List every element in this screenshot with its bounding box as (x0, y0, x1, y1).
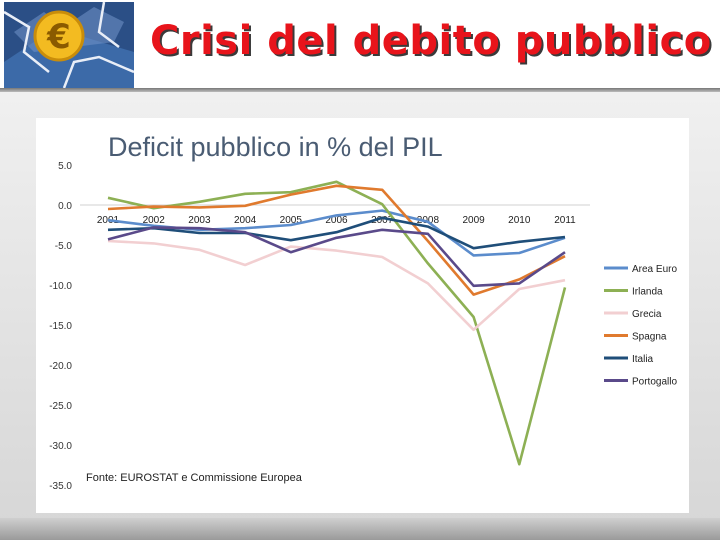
x-tick-label: 2004 (234, 215, 257, 226)
legend-label: Area Euro (632, 264, 677, 275)
y-tick-label: -35.0 (49, 481, 72, 492)
y-tick-label: -10.0 (49, 281, 72, 292)
y-tick-label: -15.0 (49, 321, 72, 332)
header-divider (0, 88, 720, 92)
legend-label: Italia (632, 354, 654, 365)
slide-header: € Crisi del debito pubblico (0, 0, 720, 92)
series-lines (107, 180, 567, 466)
legend-label: Portogallo (632, 377, 677, 388)
x-tick-label: 2009 (462, 215, 485, 226)
x-tick-label: 2003 (188, 215, 211, 226)
y-tick-label: 0.0 (58, 201, 72, 212)
chart-legend: Area Euro Irlanda Grecia Spagna Italia Portog… (604, 264, 677, 388)
x-tick-label: 2011 (554, 215, 576, 226)
legend-label: Irlanda (632, 287, 663, 298)
svg-text:€: € (46, 17, 71, 57)
euro-crisis-logo-icon: € (4, 2, 134, 88)
y-tick-label: -5.0 (55, 241, 73, 252)
series-line-italia (107, 216, 566, 250)
x-tick-label: 2005 (280, 215, 303, 226)
x-tick-label: 2002 (143, 215, 166, 226)
y-tick-label: -25.0 (49, 401, 72, 412)
chart-panel (36, 118, 689, 513)
chart-source-note: Fonte: EUROSTAT e Commissione Europea (86, 472, 303, 484)
footer-strip (0, 518, 720, 540)
y-axis-ticks: 5.0 0.0 -5.0 -10.0 -15.0 -20.0 -25.0 -30.0 -35.0 (49, 161, 72, 492)
y-tick-label: -30.0 (49, 441, 72, 452)
series-line-grecia (107, 239, 566, 332)
series-line-portogallo (107, 226, 566, 288)
x-tick-label: 2006 (325, 215, 348, 226)
x-tick-label: 2008 (417, 215, 440, 226)
legend-label: Grecia (632, 309, 662, 320)
x-tick-label: 2010 (508, 215, 531, 226)
series-line-spagna (107, 184, 566, 296)
y-tick-label: 5.0 (58, 161, 72, 172)
chart-title: Deficit pubblico in % del PIL (108, 132, 443, 162)
y-tick-label: -20.0 (49, 361, 72, 372)
slide-title: Crisi del debito pubblico (150, 18, 712, 64)
x-tick-label: 2007 (371, 215, 394, 226)
series-line-irlanda (107, 180, 567, 466)
legend-label: Spagna (632, 332, 667, 343)
